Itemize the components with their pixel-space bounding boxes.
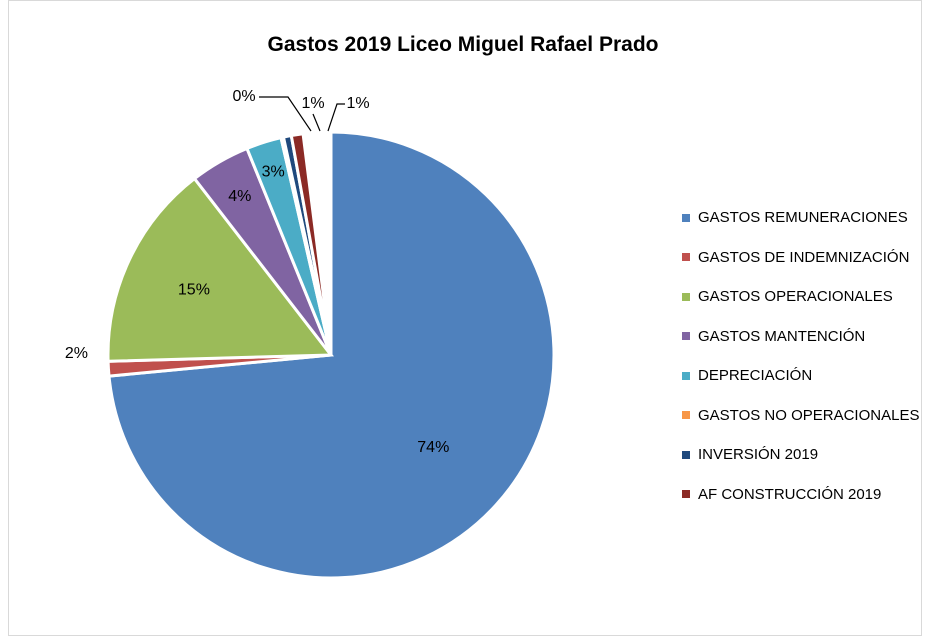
- legend-swatch: [682, 332, 690, 341]
- leader-line-8: [327, 103, 345, 132]
- legend-item: GASTOS MANTENCIÓN: [682, 317, 919, 357]
- legend-item: GASTOS DE INDEMNIZACIÓN: [682, 238, 919, 278]
- legend-item: AF CONSTRUCCIÓN 2019: [682, 475, 919, 515]
- legend-label: GASTOS DE INDEMNIZACIÓN: [698, 248, 910, 266]
- leader-line-6: [259, 96, 312, 132]
- legend-item: GASTOS REMUNERACIONES: [682, 198, 919, 238]
- legend-swatch: [682, 292, 690, 301]
- chart-title: Gastos 2019 Liceo Miguel Rafael Prado: [267, 33, 659, 56]
- data-label-7: 1%: [301, 95, 324, 112]
- data-label-1: 74%: [417, 439, 449, 456]
- legend-label: GASTOS REMUNERACIONES: [698, 209, 908, 227]
- legend-item: GASTOS OPERACIONALES: [682, 277, 919, 317]
- legend-swatch: [682, 450, 690, 459]
- data-label-4: 4%: [228, 188, 251, 205]
- legend-label: AF CONSTRUCCIÓN 2019: [698, 485, 882, 503]
- legend-swatch: [682, 371, 690, 380]
- leader-line-7: [312, 113, 321, 132]
- pie-slice-8: [289, 132, 333, 356]
- legend-swatch: [682, 490, 690, 499]
- pie-slice-3: [106, 176, 334, 363]
- legend: GASTOS REMUNERACIONES GASTOS DE INDEMNIZA…: [682, 198, 919, 514]
- legend-item: INVERSIÓN 2019: [682, 435, 919, 475]
- legend-swatch: [682, 213, 690, 222]
- legend-item: DEPRECIACIÓN: [682, 356, 919, 396]
- legend-swatch: [682, 253, 690, 262]
- legend-label: GASTOS MANTENCIÓN: [698, 327, 866, 345]
- data-label-6: 0%: [232, 88, 255, 105]
- data-label-2: 2%: [65, 345, 88, 362]
- legend-label: GASTOS NO OPERACIONALES: [698, 406, 920, 424]
- legend-label: DEPRECIACIÓN: [698, 367, 813, 385]
- data-label-8: 1%: [346, 95, 369, 112]
- data-label-3: 15%: [178, 281, 210, 298]
- legend-label: INVERSIÓN 2019: [698, 446, 819, 464]
- legend-label: GASTOS OPERACIONALES: [698, 288, 893, 306]
- legend-swatch: [682, 411, 690, 420]
- data-label-5: 3%: [262, 163, 285, 180]
- legend-item: GASTOS NO OPERACIONALES: [682, 396, 919, 436]
